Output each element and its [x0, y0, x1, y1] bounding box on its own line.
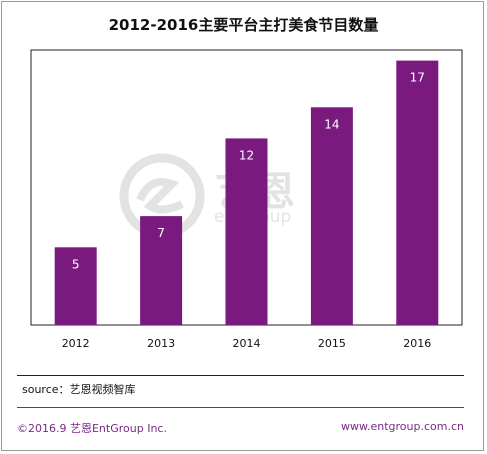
x-tick-label-2015: 2015: [318, 337, 346, 350]
bar-2012: [54, 247, 97, 326]
footer-divider: [17, 407, 464, 408]
bar-2013: [140, 216, 183, 325]
chart-title: 2012-2016主要平台主打美食节目数量: [108, 16, 379, 34]
source-divider: [17, 375, 464, 376]
x-tick-label-2012: 2012: [62, 337, 90, 350]
footer-copyright: ©2016.9 艺恩EntGroup Inc.: [17, 422, 167, 435]
x-tick-labels-group: 2012 2013 2014 2015 2016: [62, 337, 432, 350]
bars-group: [54, 60, 439, 326]
data-label-2013: 7: [157, 226, 165, 240]
data-label-2014: 12: [239, 148, 254, 162]
x-tick-label-2016: 2016: [403, 337, 431, 350]
data-label-2012: 5: [72, 257, 80, 271]
source-note: source：艺恩视频智库: [22, 383, 136, 396]
data-label-2016: 17: [410, 71, 425, 85]
x-tick-label-2013: 2013: [147, 337, 175, 350]
value-labels-group: 5 7 12 14 17: [72, 71, 425, 272]
footer-website-link[interactable]: www.entgroup.com.cn: [341, 420, 464, 433]
x-tick-label-2014: 2014: [233, 337, 261, 350]
bar-2014: [225, 138, 268, 325]
bar-2016: [396, 60, 439, 325]
bar-2015: [310, 107, 353, 325]
data-label-2015: 14: [324, 117, 339, 131]
